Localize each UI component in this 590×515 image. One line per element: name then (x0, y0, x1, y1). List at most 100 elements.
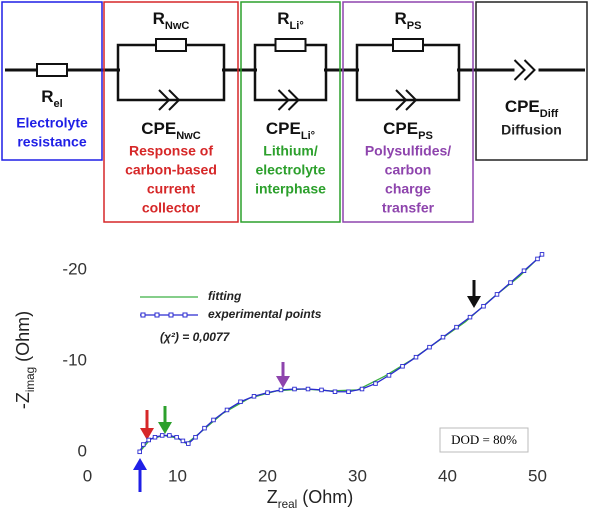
circuit-box (240, 1, 341, 223)
resistor (36, 63, 68, 77)
cpe-label: CPENwC (141, 119, 201, 141)
data-point (494, 292, 500, 297)
x-axis-label-sub: real (278, 498, 298, 511)
circuit-box (475, 1, 588, 161)
cpe (395, 89, 418, 111)
resistor-label: RLi° (277, 9, 304, 31)
dod-annotation: DOD = 80% (451, 432, 517, 447)
y-axis-label-main: -Z (13, 392, 33, 409)
data-point (174, 434, 179, 440)
cpe-label-main: CPE (141, 119, 176, 138)
cpe-label-sub: Diff (540, 108, 559, 120)
data-point (440, 334, 446, 340)
series-line (139, 253, 543, 453)
legend-marker (154, 312, 160, 318)
block-description: Diffusion (501, 122, 562, 138)
block-description: Polysulfides/ (365, 143, 451, 159)
series-line (139, 253, 543, 453)
data-point (265, 390, 270, 395)
cpe (158, 89, 181, 111)
data-point (186, 441, 191, 446)
resistor-label-main: R (153, 9, 165, 28)
y-axis-label: -Zimag (Ohm) (13, 311, 37, 409)
x-tick-label: 50 (528, 466, 547, 485)
data-point (278, 387, 284, 393)
x-axis-label-unit: (Ohm) (302, 487, 353, 507)
data-point (224, 407, 230, 413)
x-tick-label: 0 (83, 466, 92, 485)
data-point (202, 425, 207, 431)
data-point (152, 434, 158, 440)
legend-label: fitting (208, 289, 242, 303)
cpe-gap (514, 67, 539, 73)
data-point (413, 354, 419, 360)
block-description: charge (385, 181, 431, 197)
block-description: resistance (17, 134, 86, 150)
branch-gap (257, 66, 324, 74)
y-tick-label: -20 (62, 259, 87, 278)
data-point (400, 364, 405, 369)
branch-gap (120, 66, 222, 74)
cpe-label-sub: Li° (301, 130, 315, 142)
cpe (277, 89, 300, 111)
cpe (513, 59, 536, 81)
data-point (137, 449, 142, 455)
resistor-label-sub: PS (407, 20, 422, 32)
legend-marker (140, 312, 146, 318)
cpe-label-main: CPE (266, 119, 301, 138)
block-description: Response of (129, 143, 213, 159)
arrows (133, 280, 481, 492)
branch-gap (359, 66, 457, 74)
x-axis-label-main: Z (267, 487, 278, 507)
data-point (481, 303, 486, 309)
block-description: collector (142, 200, 201, 216)
block-description: current (147, 181, 196, 197)
data-point (427, 344, 432, 350)
cpe-label-sub: NwC (176, 130, 201, 142)
legend-label: experimental points (208, 307, 322, 321)
data-point (141, 442, 146, 447)
cpe-label: CPELi° (266, 119, 315, 141)
block-description: carbon-based (125, 162, 217, 178)
fit-annotation: (χ²) = 0,0077 (160, 330, 231, 344)
y-tick-label: 0 (78, 441, 87, 460)
resistor-label-main: R (394, 9, 406, 28)
resistor-label-sub: NwC (165, 20, 190, 32)
x-tick-label: 10 (168, 466, 187, 485)
cpe-label: CPEDiff (505, 97, 559, 119)
resistor-label-main: R (41, 87, 53, 106)
x-tick-label: 40 (438, 466, 457, 485)
circuit-box (342, 1, 474, 223)
data-point (359, 386, 365, 392)
data-point (167, 433, 172, 438)
data-point (521, 268, 527, 273)
data-point (535, 256, 540, 262)
cpe-label-sub: PS (418, 130, 433, 142)
resistor (274, 38, 307, 52)
cpe-label: CPEPS (383, 119, 433, 141)
resistor-label-main: R (277, 9, 289, 28)
data-point (238, 399, 243, 405)
resistor-label-sub: el (54, 98, 63, 110)
x-axis-label: Zreal (Ohm) (267, 487, 354, 511)
resistor-label: RNwC (153, 9, 190, 31)
data-point (319, 387, 324, 393)
data-point (211, 417, 216, 423)
x-tick-label: 30 (348, 466, 367, 485)
data-point (539, 252, 545, 257)
block-description: transfer (382, 200, 435, 216)
data-point (467, 314, 473, 320)
resistor-label-sub: Li° (290, 20, 304, 32)
data-point (305, 386, 311, 392)
block-description: carbon (385, 162, 432, 178)
circuit-box (103, 1, 239, 223)
data-point (346, 389, 351, 395)
data-point (332, 389, 338, 395)
circuit-box (1, 1, 103, 161)
resistor-label: RPS (394, 9, 421, 31)
data-point (159, 433, 165, 438)
resistor (155, 38, 187, 52)
cpe-label-main: CPE (505, 97, 540, 116)
y-axis-label-unit: (Ohm) (13, 311, 33, 362)
x-tick-label: 20 (258, 466, 277, 485)
